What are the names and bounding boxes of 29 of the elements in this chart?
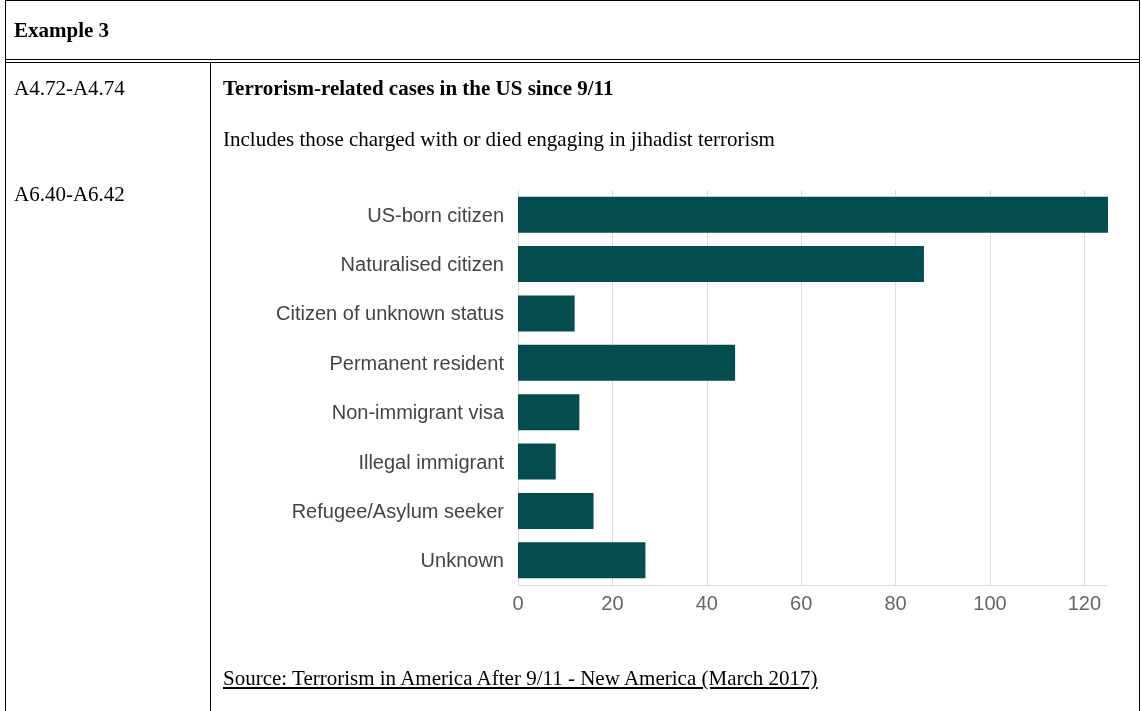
y-tick-label: Permanent resident — [329, 351, 505, 374]
chart-title: Terrorism-related cases in the US since 9/11 — [223, 76, 614, 101]
text: A6.40-A6.42 — [14, 182, 125, 207]
y-tick-label: Naturalised citizen — [340, 253, 504, 276]
bar — [518, 344, 736, 381]
bar — [518, 394, 580, 431]
bar — [518, 443, 556, 480]
y-tick-label: Illegal immigrant — [358, 450, 505, 473]
x-tick-label: 120 — [1067, 592, 1102, 614]
bar — [518, 542, 646, 579]
y-tick-label: Unknown — [420, 549, 504, 572]
x-tick-label: 80 — [884, 592, 907, 614]
bar — [518, 492, 594, 529]
chart-subtitle: Includes those charged with or died engaging in jihadist terrorism — [223, 127, 775, 152]
x-tick-label: 0 — [512, 592, 524, 614]
text: Example 3 — [14, 18, 110, 43]
y-tick-label: Non-immigrant visa — [331, 401, 505, 424]
source-note: Source: Terrorism in America After 9/11 - New America (March 2017) — [223, 666, 818, 691]
y-tick-label: Citizen of unknown status — [276, 302, 504, 325]
bar — [518, 196, 1108, 233]
bar — [518, 246, 924, 283]
x-tick-label: 60 — [790, 592, 813, 614]
y-tick-label: Refugee/Asylum seeker — [291, 499, 505, 522]
x-tick-label: 20 — [601, 592, 624, 614]
y-tick-label: US-born citizen — [367, 203, 504, 226]
x-tick-label: 100 — [973, 592, 1007, 614]
text: A4.72-A4.74 — [14, 76, 125, 101]
x-tick-label: 40 — [695, 592, 718, 614]
bar — [518, 295, 575, 332]
